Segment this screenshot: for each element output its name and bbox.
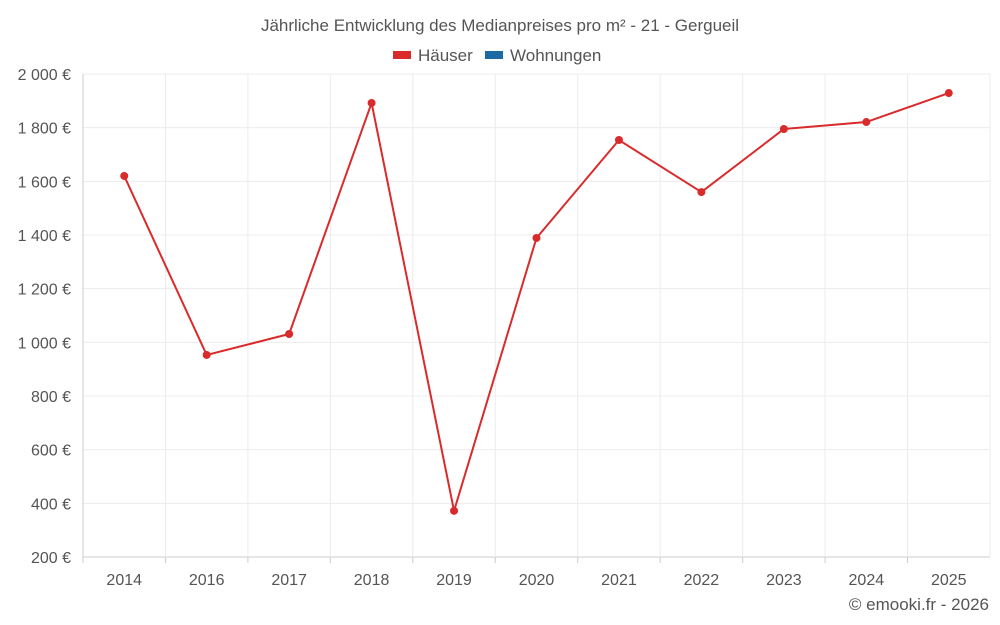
data-point-2023: [779, 125, 788, 134]
y-tick-label: 1 400 €: [18, 228, 71, 245]
chart-title: Jährliche Entwicklung des Medianpreises …: [261, 16, 739, 35]
y-tick-label: 600 €: [31, 443, 71, 460]
data-point-2024: [862, 118, 871, 127]
x-tick-label: 2024: [849, 572, 885, 589]
data-point-2018: [367, 98, 376, 107]
x-tick-label: 2019: [436, 572, 472, 589]
y-tick-label: 200 €: [31, 550, 71, 567]
x-tick-label: 2017: [271, 572, 307, 589]
legend-label-wohnungen: Wohnungen: [510, 46, 601, 65]
data-point-2025: [944, 89, 953, 98]
x-tick-label: 2021: [601, 572, 637, 589]
data-point-2016: [202, 350, 211, 359]
data-point-2017: [285, 330, 294, 339]
credit: © emooki.fr - 2026: [849, 595, 989, 614]
x-tick-label: 2016: [189, 572, 225, 589]
x-tick-label: 2022: [684, 572, 720, 589]
legend: Häuser Wohnungen: [393, 46, 601, 65]
data-point-2019: [450, 506, 459, 515]
y-tick-label: 800 €: [31, 389, 71, 406]
x-tick-label: 2018: [354, 572, 390, 589]
y-tick-label: 1 000 €: [18, 335, 71, 352]
x-tick-label: 2020: [519, 572, 555, 589]
x-tick-label: 2023: [766, 572, 802, 589]
y-tick-label: 2 000 €: [18, 67, 71, 84]
legend-label-haeuser: Häuser: [418, 46, 473, 65]
y-tick-label: 1 800 €: [18, 121, 71, 138]
data-point-2022: [697, 188, 706, 197]
legend-item-wohnungen[interactable]: Wohnungen: [485, 46, 601, 65]
y-tick-label: 400 €: [31, 496, 71, 513]
legend-item-haeuser[interactable]: Häuser: [393, 46, 473, 65]
data-point-2014: [120, 171, 129, 180]
legend-swatch-wohnungen: [485, 51, 503, 59]
y-tick-label: 1 200 €: [18, 282, 71, 299]
x-tick-label: 2025: [931, 572, 967, 589]
y-tick-label: 1 600 €: [18, 174, 71, 191]
x-tick-label: 2014: [106, 572, 142, 589]
data-point-2020: [532, 233, 541, 242]
legend-swatch-haeuser: [393, 51, 411, 59]
data-point-2021: [614, 136, 623, 145]
